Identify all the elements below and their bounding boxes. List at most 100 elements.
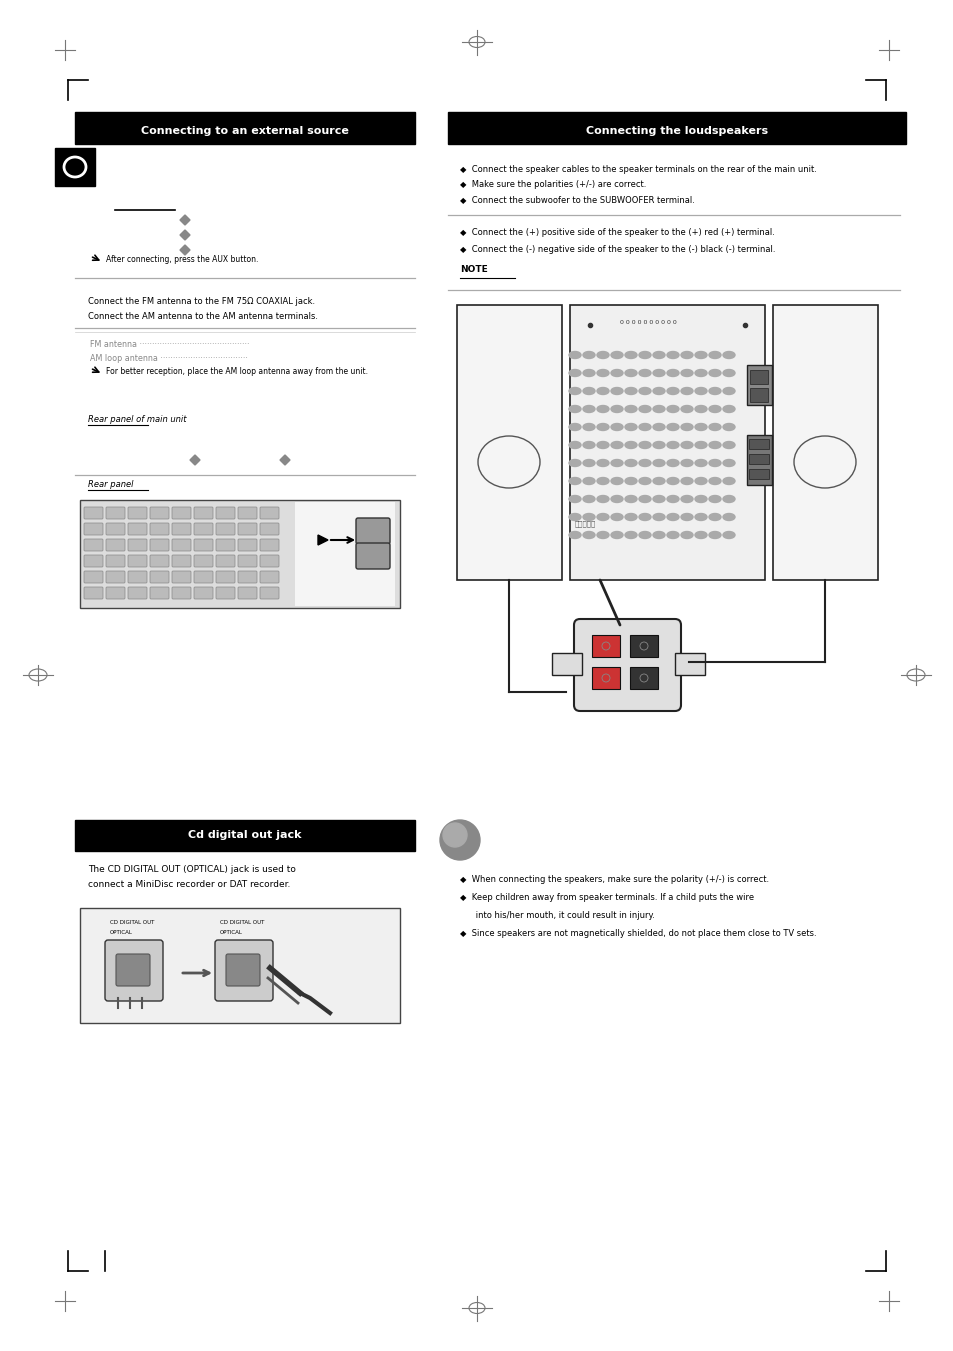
Text: The CD DIGITAL OUT (OPTICAL) jack is used to: The CD DIGITAL OUT (OPTICAL) jack is use… bbox=[88, 865, 295, 874]
Ellipse shape bbox=[582, 531, 595, 539]
Bar bbox=[629, 635, 658, 657]
FancyBboxPatch shape bbox=[106, 571, 125, 584]
Ellipse shape bbox=[666, 513, 679, 520]
Ellipse shape bbox=[582, 477, 595, 485]
Text: ◆  Connect the (-) negative side of the speaker to the (-) black (-) terminal.: ◆ Connect the (-) negative side of the s… bbox=[459, 245, 775, 254]
Text: AM loop antenna ···································: AM loop antenna ························… bbox=[90, 354, 248, 363]
FancyBboxPatch shape bbox=[237, 539, 256, 551]
Ellipse shape bbox=[652, 351, 664, 358]
Ellipse shape bbox=[680, 405, 692, 412]
Ellipse shape bbox=[722, 531, 734, 539]
Bar bbox=[294, 503, 395, 607]
FancyBboxPatch shape bbox=[128, 523, 147, 535]
FancyBboxPatch shape bbox=[215, 555, 234, 567]
Ellipse shape bbox=[722, 496, 734, 503]
FancyBboxPatch shape bbox=[84, 571, 103, 584]
Ellipse shape bbox=[708, 388, 720, 394]
Ellipse shape bbox=[680, 459, 692, 466]
Ellipse shape bbox=[666, 442, 679, 449]
Ellipse shape bbox=[666, 370, 679, 377]
Ellipse shape bbox=[695, 405, 706, 412]
FancyBboxPatch shape bbox=[260, 539, 278, 551]
Ellipse shape bbox=[666, 405, 679, 412]
Bar bbox=[80, 908, 399, 1023]
Polygon shape bbox=[317, 535, 328, 544]
FancyBboxPatch shape bbox=[106, 539, 125, 551]
FancyBboxPatch shape bbox=[215, 571, 234, 584]
FancyBboxPatch shape bbox=[172, 507, 191, 519]
Ellipse shape bbox=[624, 370, 637, 377]
Ellipse shape bbox=[568, 442, 580, 449]
Bar bbox=[80, 500, 399, 608]
Ellipse shape bbox=[610, 477, 622, 485]
FancyBboxPatch shape bbox=[260, 555, 278, 567]
FancyBboxPatch shape bbox=[215, 539, 234, 551]
Ellipse shape bbox=[652, 513, 664, 520]
Ellipse shape bbox=[624, 513, 637, 520]
Ellipse shape bbox=[568, 351, 580, 358]
Ellipse shape bbox=[708, 351, 720, 358]
Bar bbox=[448, 112, 905, 145]
Ellipse shape bbox=[582, 442, 595, 449]
Ellipse shape bbox=[597, 496, 608, 503]
Ellipse shape bbox=[722, 370, 734, 377]
Ellipse shape bbox=[597, 388, 608, 394]
Ellipse shape bbox=[680, 496, 692, 503]
Ellipse shape bbox=[639, 370, 650, 377]
Ellipse shape bbox=[568, 513, 580, 520]
Ellipse shape bbox=[597, 351, 608, 358]
Ellipse shape bbox=[722, 513, 734, 520]
Ellipse shape bbox=[708, 405, 720, 412]
Ellipse shape bbox=[680, 351, 692, 358]
Text: Rear panel: Rear panel bbox=[88, 480, 133, 489]
FancyBboxPatch shape bbox=[215, 523, 234, 535]
Bar bbox=[772, 305, 877, 580]
Text: Connecting to an external source: Connecting to an external source bbox=[141, 126, 349, 136]
Text: Connecting the loudspeakers: Connecting the loudspeakers bbox=[585, 126, 767, 136]
Ellipse shape bbox=[639, 442, 650, 449]
Ellipse shape bbox=[680, 477, 692, 485]
Ellipse shape bbox=[624, 531, 637, 539]
Ellipse shape bbox=[695, 496, 706, 503]
Bar bbox=[569, 305, 764, 580]
Bar bbox=[746, 365, 771, 405]
Bar bbox=[629, 667, 658, 689]
Text: Connect the AM antenna to the AM antenna terminals.: Connect the AM antenna to the AM antenna… bbox=[88, 312, 317, 322]
Ellipse shape bbox=[610, 423, 622, 431]
Ellipse shape bbox=[568, 459, 580, 466]
Ellipse shape bbox=[680, 423, 692, 431]
Bar bbox=[748, 454, 768, 463]
Ellipse shape bbox=[652, 423, 664, 431]
Ellipse shape bbox=[708, 513, 720, 520]
Ellipse shape bbox=[597, 531, 608, 539]
Text: ◆  Connect the (+) positive side of the speaker to the (+) red (+) terminal.: ◆ Connect the (+) positive side of the s… bbox=[459, 228, 774, 236]
FancyBboxPatch shape bbox=[172, 523, 191, 535]
Ellipse shape bbox=[722, 405, 734, 412]
Ellipse shape bbox=[708, 442, 720, 449]
Ellipse shape bbox=[582, 459, 595, 466]
FancyBboxPatch shape bbox=[150, 523, 169, 535]
FancyBboxPatch shape bbox=[215, 507, 234, 519]
FancyBboxPatch shape bbox=[193, 539, 213, 551]
Bar bbox=[75, 820, 415, 851]
Ellipse shape bbox=[610, 531, 622, 539]
Bar bbox=[592, 635, 619, 657]
Polygon shape bbox=[180, 245, 190, 255]
Ellipse shape bbox=[666, 423, 679, 431]
FancyBboxPatch shape bbox=[172, 571, 191, 584]
FancyBboxPatch shape bbox=[193, 586, 213, 598]
FancyBboxPatch shape bbox=[215, 586, 234, 598]
Ellipse shape bbox=[695, 477, 706, 485]
Ellipse shape bbox=[568, 423, 580, 431]
Ellipse shape bbox=[597, 405, 608, 412]
FancyBboxPatch shape bbox=[116, 954, 150, 986]
Ellipse shape bbox=[708, 531, 720, 539]
FancyBboxPatch shape bbox=[128, 586, 147, 598]
Text: connect a MiniDisc recorder or DAT recorder.: connect a MiniDisc recorder or DAT recor… bbox=[88, 880, 290, 889]
FancyBboxPatch shape bbox=[84, 507, 103, 519]
Ellipse shape bbox=[610, 513, 622, 520]
Ellipse shape bbox=[610, 388, 622, 394]
Text: ◆  When connecting the speakers, make sure the polarity (+/-) is correct.: ◆ When connecting the speakers, make sur… bbox=[459, 875, 768, 884]
FancyBboxPatch shape bbox=[355, 543, 390, 569]
Ellipse shape bbox=[680, 513, 692, 520]
